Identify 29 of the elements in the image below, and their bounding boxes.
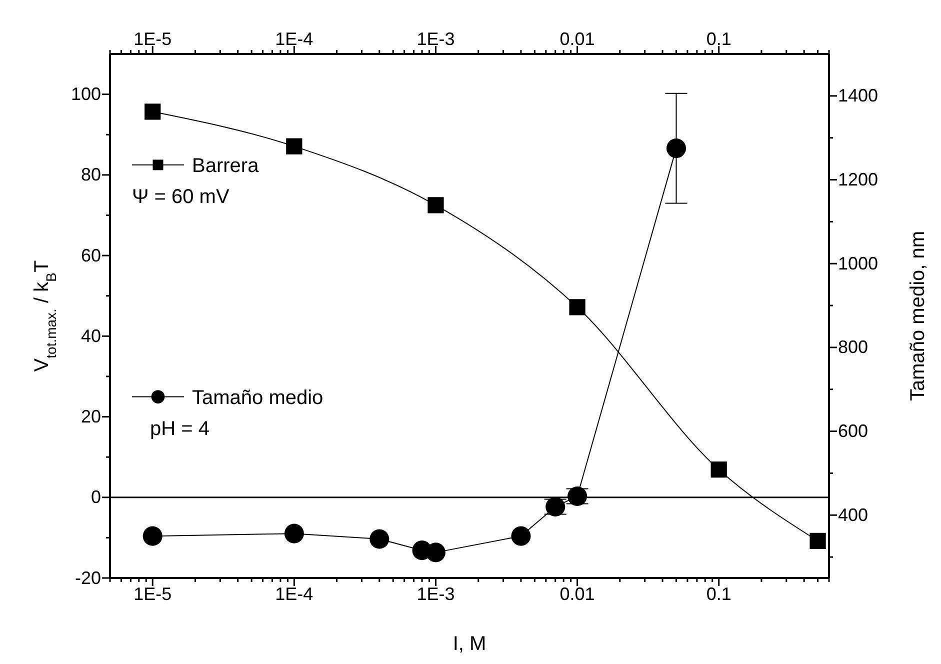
- x-tick-label: 1E-5: [134, 29, 172, 49]
- y2-tick-label: 1000: [838, 253, 878, 274]
- y2-tick-label: 400: [838, 504, 868, 525]
- text: 0.1: [706, 584, 732, 604]
- y-tick-label: 80: [80, 164, 101, 185]
- text: 1E-5: [134, 584, 172, 604]
- x-tick-label: 0.1: [706, 29, 732, 49]
- x-tick-label: 0.01: [560, 29, 595, 49]
- x-axis-title: I, M: [452, 633, 486, 655]
- y2-tick-label: 1200: [838, 170, 878, 190]
- y2-tick-label: 1400: [838, 86, 878, 106]
- legend-label: Tamaño medio: [192, 386, 324, 409]
- y2-axis-title: Tamaño medio, nm: [907, 230, 929, 402]
- legend-label: Barrera: [192, 154, 260, 177]
- y-tick-label: 40: [80, 326, 101, 346]
- annotation: Ψ = 60 mV: [132, 186, 230, 208]
- annotation: pH = 4: [150, 418, 210, 440]
- y2-tick-label: 600: [838, 421, 868, 442]
- y-tick-label: 100: [70, 84, 101, 104]
- x-tick-label: 1E-4: [275, 29, 314, 49]
- text: 1E-4: [275, 584, 314, 604]
- text: 0.01: [560, 584, 595, 604]
- y2-tick-label: 800: [838, 337, 868, 358]
- y-tick-label: 60: [80, 245, 101, 266]
- y-tick-label: 20: [80, 406, 101, 427]
- y-tick-label: -20: [74, 568, 101, 588]
- x-tick-label: 1E-3: [416, 29, 455, 49]
- text: 1E-3: [416, 584, 455, 604]
- y-tick-label: 0: [90, 487, 101, 508]
